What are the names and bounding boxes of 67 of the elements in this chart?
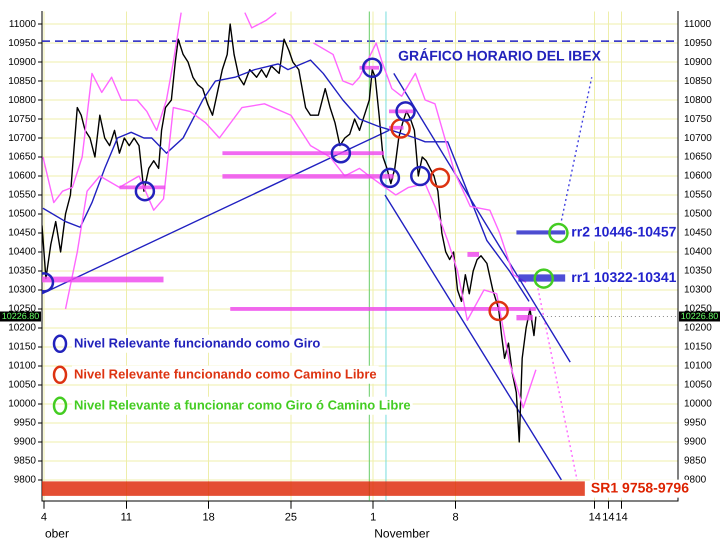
y2-tick-label: 10700 xyxy=(684,132,712,144)
legend-label: Nivel Relevante funcionando como Giro xyxy=(74,335,320,350)
x-tick-label: 8 xyxy=(452,511,459,524)
legend-label: SR1 9758-9796 xyxy=(590,480,690,496)
y-tick-label: 10900 xyxy=(8,56,36,68)
y-tick-label: 10050 xyxy=(8,380,36,391)
y2-tick-label: 10950 xyxy=(684,38,712,49)
y-tick-label: 10150 xyxy=(8,342,36,353)
annotation: 10226.80 xyxy=(680,311,718,322)
text: 10226.80 xyxy=(2,311,40,322)
text: GRÁFICO HORARIO DEL IBEX xyxy=(398,47,602,64)
x-tick-label: 11 xyxy=(120,511,132,524)
y2-tick-label: 10500 xyxy=(684,208,712,220)
y2-tick-label: 10750 xyxy=(684,114,712,125)
x-tick-label: 1 xyxy=(370,511,376,524)
legend-label: Nivel Relevante a funcionar como Giro ó Camino Libre xyxy=(74,397,411,412)
y2-tick-label: 10900 xyxy=(684,56,712,68)
text: November xyxy=(374,526,430,540)
y-tick-label: 10500 xyxy=(8,208,36,220)
y2-tick-label: 9900 xyxy=(684,436,707,448)
y-tick-label: 10550 xyxy=(8,190,36,201)
y2-tick-label: 10450 xyxy=(684,228,712,239)
y-tick-label: 10000 xyxy=(8,398,36,410)
y-tick-label: 10600 xyxy=(8,170,36,182)
y2-tick-label: 10400 xyxy=(684,246,712,258)
y2-tick-label: 10000 xyxy=(684,398,712,410)
legend-label: rr1 10322-10341 xyxy=(571,268,677,285)
y-tick-label: 10300 xyxy=(8,284,36,296)
y2-tick-label: 10350 xyxy=(684,266,712,277)
y2-tick-label: 10800 xyxy=(684,94,712,106)
y2-tick-label: 10100 xyxy=(684,360,712,372)
y-tick-label: 10450 xyxy=(8,228,36,239)
y-tick-label: 9900 xyxy=(14,436,36,448)
y-tick-label: 10750 xyxy=(8,114,36,125)
y-tick-label: 9950 xyxy=(14,418,36,429)
y-tick-label: 10700 xyxy=(8,132,36,144)
y-tick-label: 10100 xyxy=(8,360,36,372)
y2-tick-label: 10200 xyxy=(684,322,712,334)
y-tick-label: 10350 xyxy=(8,266,36,277)
y-tick-label: 10200 xyxy=(8,322,36,334)
y-tick-label: 10650 xyxy=(8,152,36,163)
legend-label: rr2 10446-10457 xyxy=(571,223,677,240)
x-tick-label: 25 xyxy=(284,511,298,524)
y2-tick-label: 9850 xyxy=(684,456,707,467)
y2-tick-label: 9950 xyxy=(684,418,707,429)
y2-tick-label: 10150 xyxy=(684,342,712,353)
y-tick-label: 10850 xyxy=(8,76,36,87)
y-tick-label: 9800 xyxy=(14,474,36,486)
y2-tick-label: 10300 xyxy=(684,284,712,296)
y2-tick-label: 11000 xyxy=(684,18,712,30)
y2-tick-label: 10650 xyxy=(684,152,712,163)
y2-tick-label: 10550 xyxy=(684,190,712,201)
y-tick-label: 9850 xyxy=(14,456,36,467)
y2-tick-label: 10600 xyxy=(684,170,712,182)
x-tick-label: 14 xyxy=(616,511,628,524)
x-tick-label: 4 xyxy=(40,511,48,524)
y-tick-label: 10400 xyxy=(8,246,36,258)
y2-tick-label: 10050 xyxy=(684,380,712,391)
x-tick-label: 18 xyxy=(202,511,215,524)
y-tick-label: 10950 xyxy=(8,38,36,49)
y-tick-label: 11000 xyxy=(8,18,36,30)
x-tick-label: 14 xyxy=(588,511,601,524)
y-tick-label: 10800 xyxy=(8,94,36,106)
legend-label: Nivel Relevante funcionando como Camino Libre xyxy=(74,366,377,382)
x-tick-label: 14 xyxy=(602,511,615,524)
text: ober xyxy=(44,526,69,540)
y2-tick-label: 10850 xyxy=(684,76,712,87)
